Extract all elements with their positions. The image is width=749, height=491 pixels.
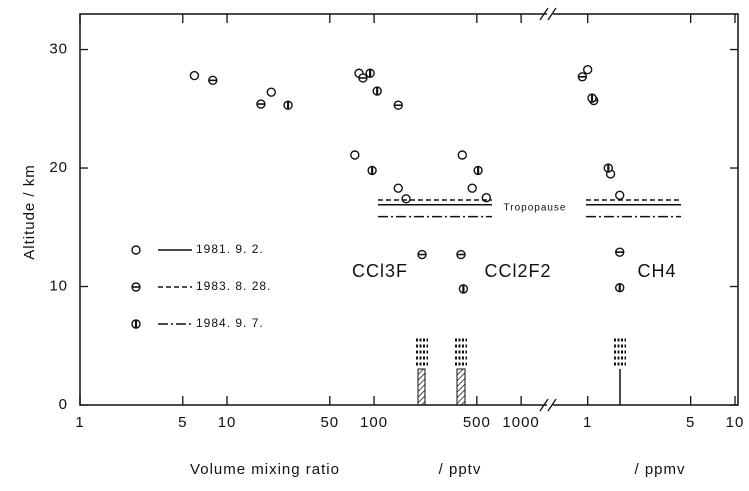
x-tick-label: 5 <box>178 414 187 431</box>
annotation: CCl3F <box>352 261 408 281</box>
y-tick-label: 0 <box>59 396 68 413</box>
legend-label: 1984. 9. 7. <box>196 316 264 330</box>
annotation: Tropopause <box>504 203 567 214</box>
x-tick-label: 500 <box>463 414 491 431</box>
point <box>615 190 625 200</box>
point <box>266 87 276 97</box>
y-tick-label: 20 <box>49 159 68 176</box>
y-axis-title: Altitude / km <box>21 164 38 260</box>
x-tick-label: 5 <box>686 414 695 431</box>
annotation: CH4 <box>637 261 676 281</box>
y-tick-label: 10 <box>49 277 68 294</box>
x-tick-label: 50 <box>320 414 339 431</box>
x-tick-label: 100 <box>360 414 388 431</box>
legend-label: 1983. 8. 28. <box>196 279 271 293</box>
point <box>457 150 467 160</box>
y-tick-label: 30 <box>49 41 68 58</box>
x2-unit-label: / ppmv <box>634 461 685 478</box>
x-tick-label: 10 <box>726 414 745 431</box>
axis-break <box>539 7 557 412</box>
x-tick-label: 1 <box>583 414 592 431</box>
point <box>582 64 593 75</box>
annotation: CCl2F2 <box>484 261 551 281</box>
legend-label: 1981. 9. 2. <box>196 242 264 256</box>
x-tick-label: 1000 <box>502 414 539 431</box>
frame <box>79 13 739 406</box>
x-tick-label: 1 <box>75 414 84 431</box>
ground-bar <box>456 368 466 406</box>
ground-bar <box>417 368 426 406</box>
point <box>189 70 200 81</box>
ground-labels <box>416 338 626 366</box>
point <box>350 150 360 160</box>
x-unit-label: / pptv <box>439 461 482 478</box>
point <box>401 194 411 204</box>
x-axis-title: Volume mixing ratio <box>190 461 340 478</box>
point <box>393 183 403 193</box>
point <box>467 183 477 193</box>
point <box>131 245 141 255</box>
x-tick-label: 10 <box>218 414 237 431</box>
